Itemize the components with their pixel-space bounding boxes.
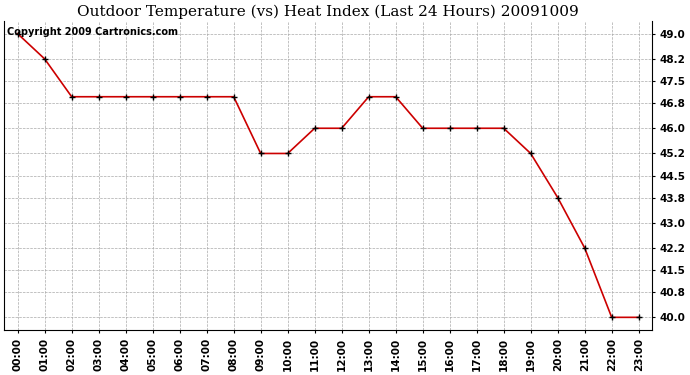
Title: Outdoor Temperature (vs) Heat Index (Last 24 Hours) 20091009: Outdoor Temperature (vs) Heat Index (Las… bbox=[77, 4, 579, 18]
Text: Copyright 2009 Cartronics.com: Copyright 2009 Cartronics.com bbox=[8, 27, 179, 37]
